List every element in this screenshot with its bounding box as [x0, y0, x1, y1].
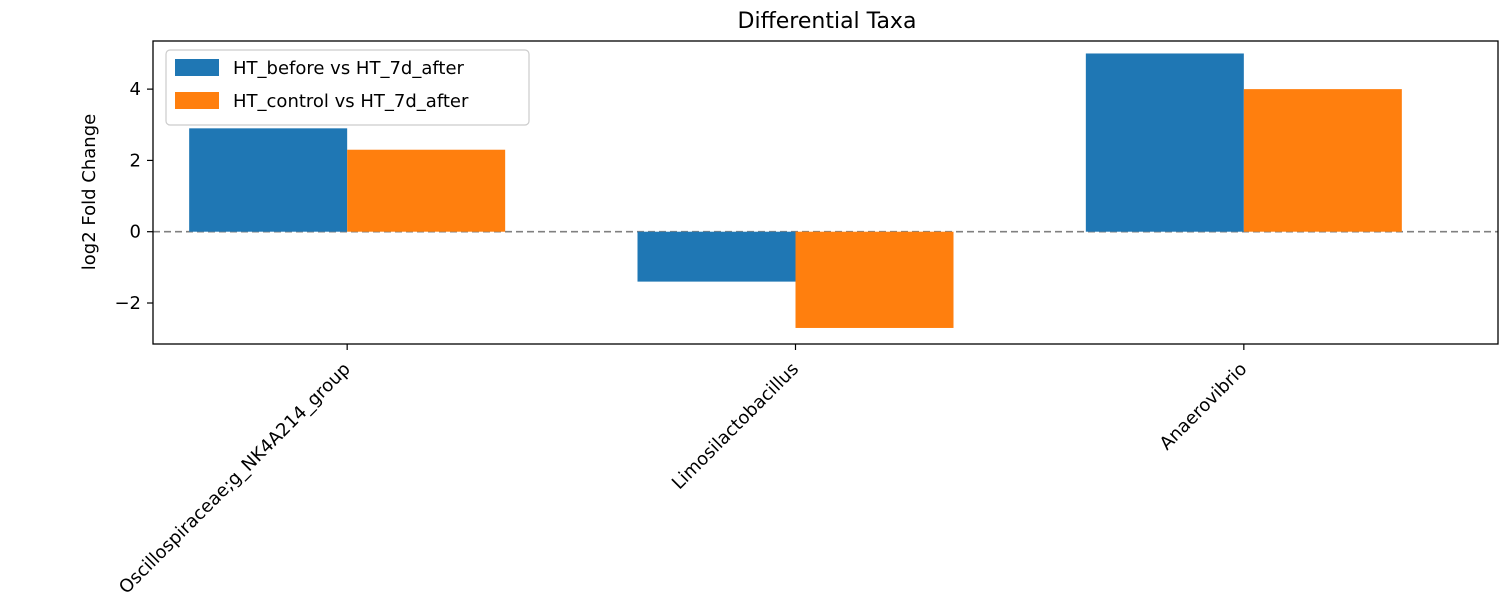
y-ticks: −2 0 2 4	[114, 79, 153, 314]
y-tick-label: 0	[130, 222, 141, 243]
bar-1-2	[637, 231, 796, 282]
legend: HT_before vs HT_7d_after HT_control vs HT…	[165, 49, 530, 126]
x-tick-label: Limosilactobacillus	[668, 359, 803, 494]
y-tick-label: 4	[130, 79, 141, 100]
y-axis-label: log2 Fold Change	[79, 114, 100, 270]
legend-swatch	[175, 92, 219, 109]
bar-2-3	[1243, 89, 1402, 232]
bar-1-3	[1085, 53, 1244, 232]
bar-2-1	[347, 149, 506, 232]
plot-frame	[152, 40, 1499, 345]
legend-frame	[165, 49, 530, 126]
bar-1-1	[189, 128, 348, 232]
chart-title: Differential Taxa	[738, 9, 917, 34]
x-tick-label: Anaerovibrio	[1156, 359, 1252, 455]
x-ticks: f__Oscillospiraceae;g_NK4A214_group Limos…	[98, 344, 1252, 597]
x-tick-label: f__Oscillospiraceae;g_NK4A214_group	[98, 359, 355, 592]
legend-label: HT_control vs HT_7d_after	[233, 91, 469, 112]
legend-label: HT_before vs HT_7d_after	[233, 58, 465, 79]
bars-layer	[189, 53, 1402, 328]
y-tick-label: 2	[130, 150, 141, 171]
y-tick-label: −2	[114, 293, 141, 314]
legend-swatch	[175, 59, 219, 76]
bar-2-2	[795, 231, 954, 328]
